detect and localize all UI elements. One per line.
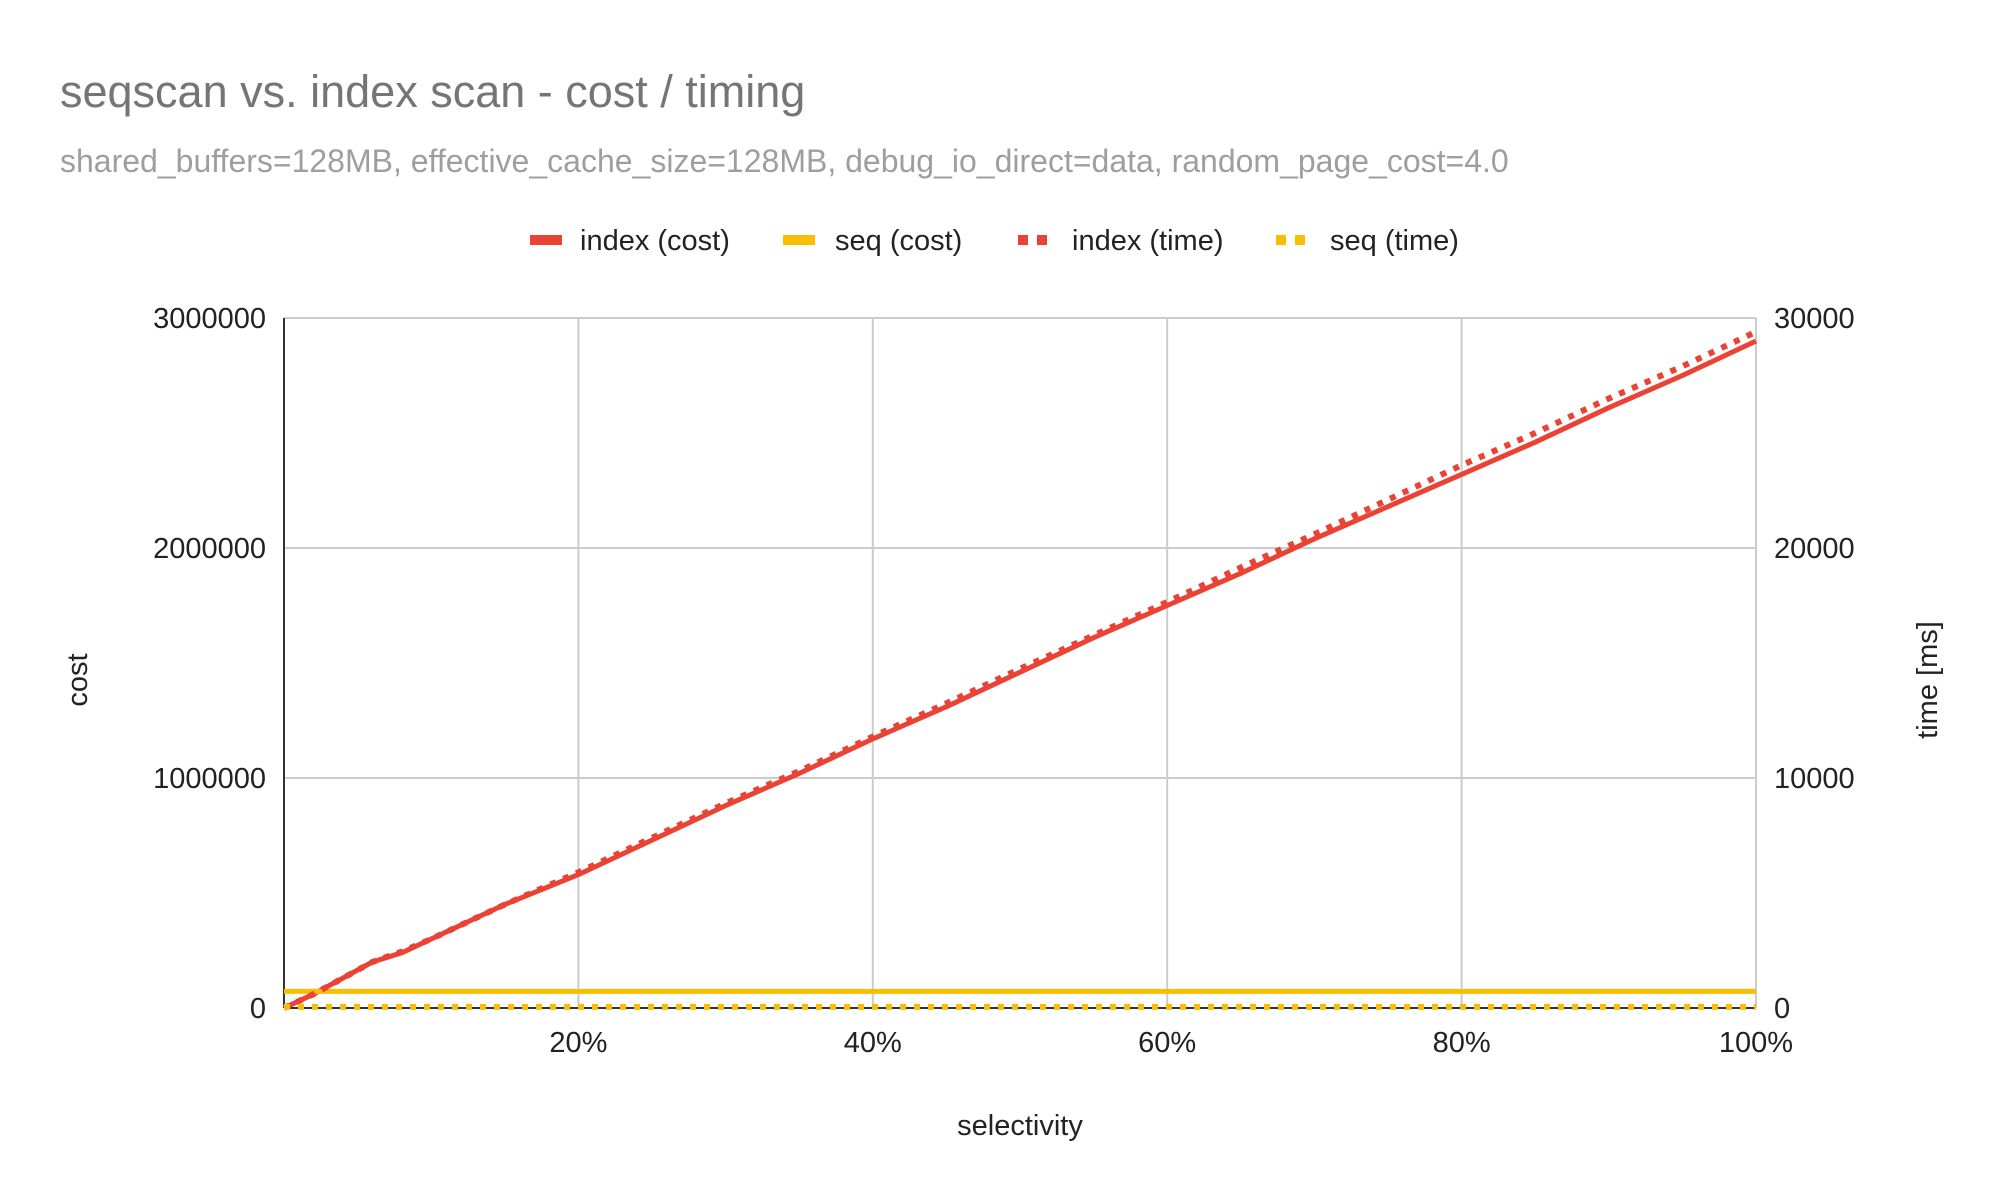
y-tick-label: 1000000 <box>153 763 266 795</box>
gridlines <box>283 317 1757 1009</box>
series-line-index-time <box>282 329 1758 1011</box>
legend-label: index (cost) <box>580 225 730 257</box>
x-tick-label: 60% <box>1138 1027 1196 1059</box>
legend-label: seq (time) <box>1330 225 1459 257</box>
y2-tick-label: 30000 <box>1774 303 1855 335</box>
legend-swatch <box>1037 235 1047 245</box>
legend-swatch <box>1276 235 1286 245</box>
tick-labels: 0 1000000 2000000 3000000 0 10000 20000 30000 20… <box>153 303 1855 1059</box>
y2-tick-label: 0 <box>1774 993 1790 1025</box>
x-tick-label: 20% <box>549 1027 607 1059</box>
legend-label: index (time) <box>1072 225 1224 257</box>
chart-subtitle: shared_buffers=128MB, effective_cache_si… <box>60 143 1509 179</box>
legend-swatch <box>530 235 562 245</box>
legend-swatch <box>1295 235 1305 245</box>
legend-label: seq (cost) <box>835 225 962 257</box>
legend-swatch <box>783 235 815 245</box>
y-tick-label: 3000000 <box>153 303 266 335</box>
x-tick-label: 80% <box>1433 1027 1491 1059</box>
y2-tick-label: 10000 <box>1774 763 1855 795</box>
legend-swatch <box>1018 235 1028 245</box>
series-layer <box>282 329 1758 1011</box>
legend: index (cost) seq (cost) index (time) seq (t… <box>530 225 1459 257</box>
x-axis-title: selectivity <box>957 1110 1083 1142</box>
y2-tick-label: 20000 <box>1774 533 1855 565</box>
y-tick-label: 2000000 <box>153 533 266 565</box>
y-axis-title: cost <box>62 653 94 706</box>
x-tick-label: 100% <box>1719 1027 1793 1059</box>
series-line-index-cost <box>282 338 1758 1011</box>
chart-title: seqscan vs. index scan - cost / timing <box>60 66 805 117</box>
y-tick-label: 0 <box>250 993 266 1025</box>
y2-axis-title: time [ms] <box>1912 621 1944 739</box>
x-tick-label: 40% <box>844 1027 902 1059</box>
